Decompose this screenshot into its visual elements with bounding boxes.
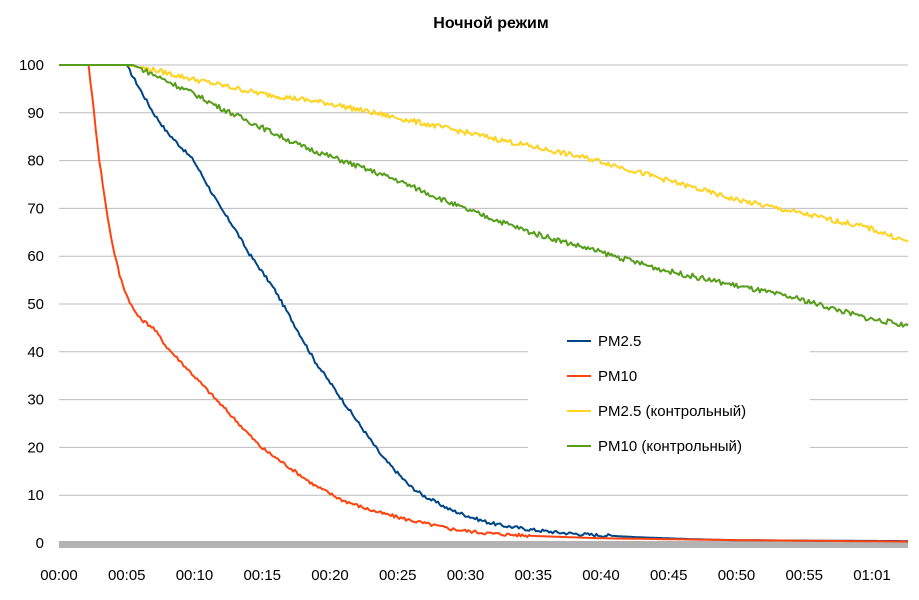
legend-box <box>528 325 810 457</box>
x-tick-label: 00:00 <box>40 567 78 584</box>
y-tick-label: 10 <box>27 487 44 504</box>
x-tick-label: 00:45 <box>650 567 688 584</box>
y-tick-label: 30 <box>27 392 44 409</box>
x-tick-label: 00:50 <box>718 567 756 584</box>
x-tick-label: 00:05 <box>108 567 146 584</box>
x-tick-label: 00:20 <box>311 567 349 584</box>
x-tick-label: 01:01 <box>853 567 891 584</box>
y-tick-label: 40 <box>27 344 44 361</box>
series-line <box>59 64 909 328</box>
legend-label: PM10 (контрольный) <box>598 438 742 455</box>
legend-label: PM2.5 <box>598 333 641 350</box>
x-tick-label: 00:40 <box>582 567 620 584</box>
series-line <box>59 64 908 543</box>
y-tick-label: 80 <box>27 153 44 170</box>
legend-label: PM2.5 (контрольный) <box>598 403 746 420</box>
x-tick-label: 00:35 <box>514 567 552 584</box>
y-tick-label: 100 <box>19 57 44 74</box>
series-line <box>59 64 908 543</box>
x-tick-label: 00:10 <box>176 567 214 584</box>
y-tick-label: 90 <box>27 105 44 122</box>
legend: PM2.5 PM10 PM2.5 (контрольный) PM10 (контро… <box>528 325 810 457</box>
series-line <box>59 64 909 243</box>
x-tick-label: 00:30 <box>447 567 485 584</box>
y-tick-label: 20 <box>27 439 44 456</box>
y-axis-tick-labels: 0 10 20 30 40 50 60 70 80 90 100 <box>19 57 44 552</box>
x-tick-label: 00:25 <box>379 567 417 584</box>
y-tick-label: 50 <box>27 296 44 313</box>
chart-title: Ночной режим <box>433 15 548 32</box>
x-tick-label: 00:15 <box>243 567 281 584</box>
y-tick-label: 60 <box>27 248 44 265</box>
y-tick-label: 70 <box>27 200 44 217</box>
legend-label: PM10 <box>598 368 637 385</box>
x-tick-label: 00:55 <box>785 567 823 584</box>
y-tick-label: 0 <box>36 535 44 552</box>
x-axis-floor <box>59 541 908 548</box>
y-gridlines <box>59 64 908 496</box>
x-axis-tick-labels: 00:00 00:05 00:10 00:15 00:20 00:25 00:30 00:35… <box>40 567 891 584</box>
series-lines <box>59 64 909 543</box>
